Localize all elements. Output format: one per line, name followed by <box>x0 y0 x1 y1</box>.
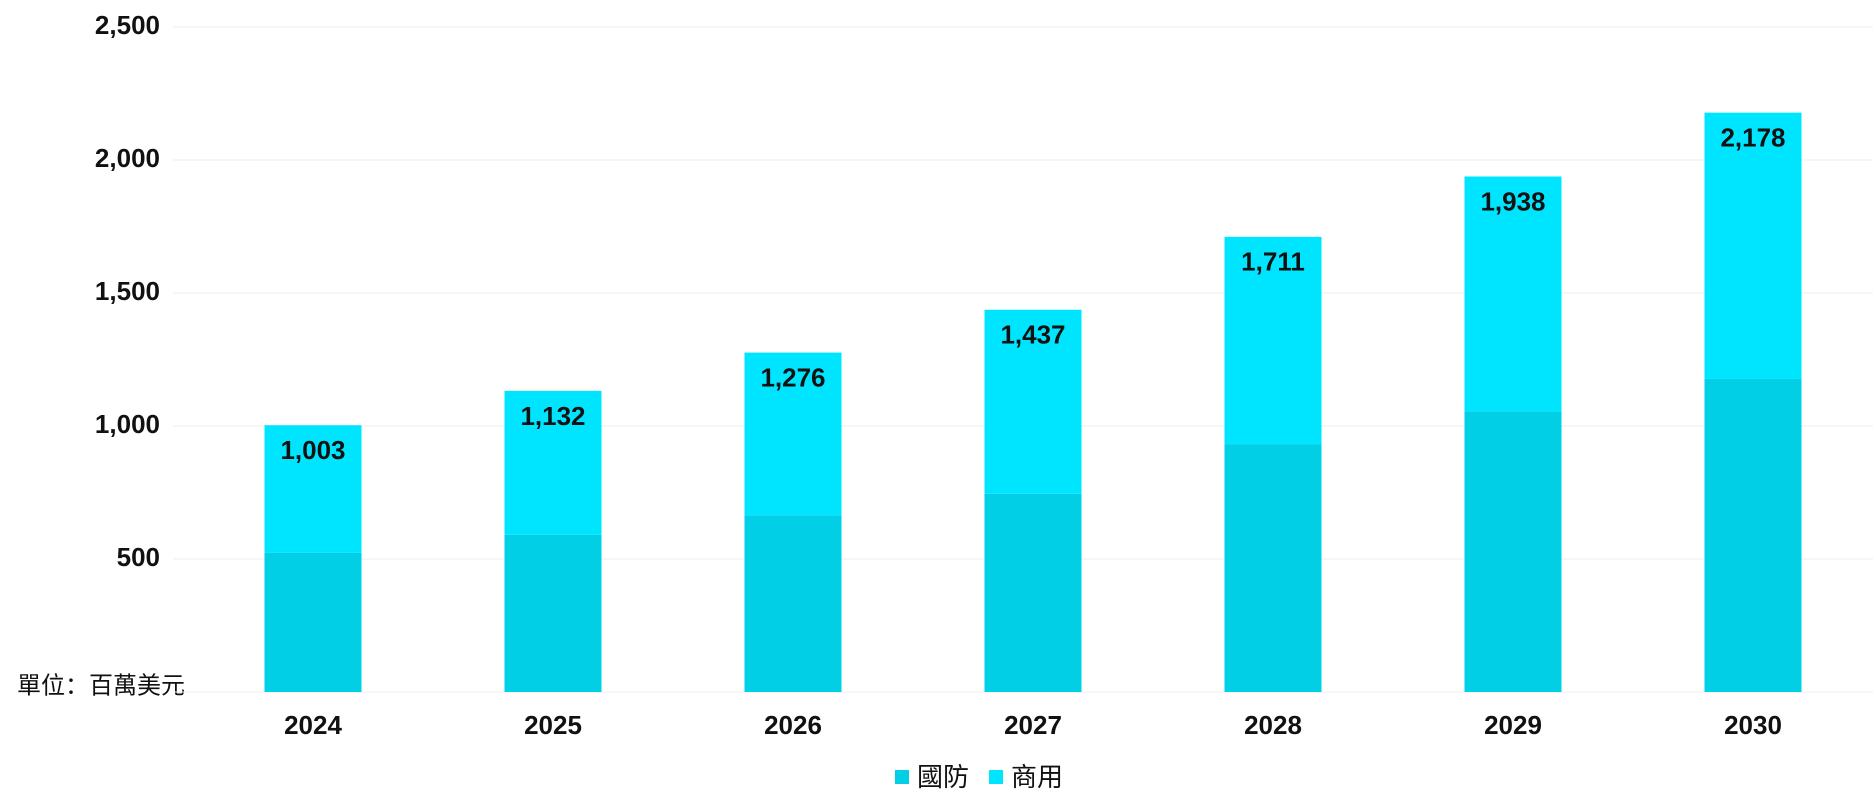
y-tick-label: 2,000 <box>95 143 160 173</box>
bar-segment <box>264 552 362 692</box>
x-tick-label: 2027 <box>1004 710 1062 740</box>
bar-segment <box>744 515 842 692</box>
bar-segment <box>1224 236 1322 445</box>
x-tick-label: 2030 <box>1724 710 1782 740</box>
total-label: 1,276 <box>760 362 825 392</box>
bar-segment <box>1704 112 1802 379</box>
total-label: 1,938 <box>1480 186 1545 216</box>
y-tick-label: 1,500 <box>95 276 160 306</box>
bar-segment <box>1704 378 1802 692</box>
x-tick-label: 2024 <box>284 710 342 740</box>
bar-segment <box>504 534 602 692</box>
total-label: 1,132 <box>520 401 585 431</box>
bar-segment <box>1464 176 1562 412</box>
bar-segment <box>984 493 1082 692</box>
legend-swatch <box>989 770 1004 784</box>
x-tick-label: 2028 <box>1244 710 1302 740</box>
bar-segment <box>264 425 362 553</box>
x-tick-label: 2026 <box>764 710 822 740</box>
bar-segment <box>744 352 842 516</box>
legend-label: 商用 <box>1011 762 1063 792</box>
x-tick-label: 2025 <box>524 710 582 740</box>
total-label: 2,178 <box>1720 123 1785 153</box>
bar-segment <box>1464 411 1562 692</box>
unit-note: 單位：百萬美元 <box>17 672 185 699</box>
y-tick-label: 1,000 <box>95 409 160 439</box>
y-tick-label: 2,500 <box>95 10 160 40</box>
y-tick-label: 500 <box>117 542 160 572</box>
total-label: 1,437 <box>1000 320 1065 350</box>
x-tick-label: 2029 <box>1484 710 1542 740</box>
bar-segment <box>504 390 602 535</box>
bar-segment <box>1224 444 1322 692</box>
bar-segment <box>984 309 1082 494</box>
total-label: 1,003 <box>280 435 345 465</box>
total-label: 1,711 <box>1241 247 1305 277</box>
legend-swatch <box>895 770 909 784</box>
legend-label: 國防 <box>917 762 969 792</box>
